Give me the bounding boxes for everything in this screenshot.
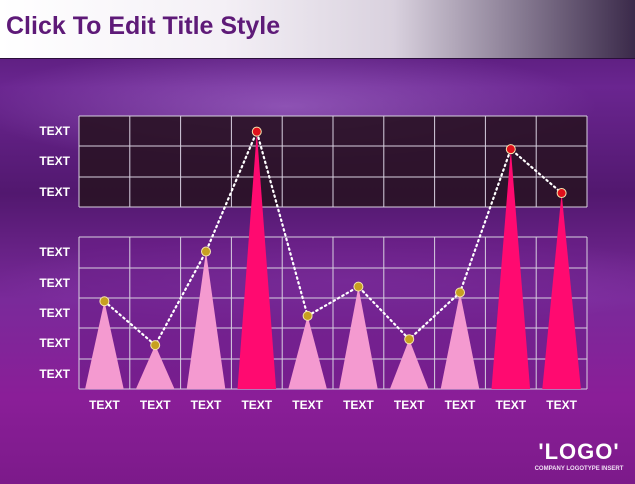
logo-text: 'LOGO' xyxy=(538,439,620,464)
marker-2 xyxy=(150,340,161,351)
logo-subtitle: COMPANY LOGOTYPE INSERT xyxy=(534,466,624,472)
x-tick-label-8: TEXT xyxy=(445,398,476,412)
y-tick-label-3: TEXT xyxy=(39,185,70,199)
x-tick-label-6: TEXT xyxy=(343,398,374,412)
x-tick-label-2: TEXT xyxy=(140,398,171,412)
peak-1 xyxy=(85,301,124,389)
peak-7 xyxy=(389,339,429,389)
x-tick-label-5: TEXT xyxy=(292,398,323,412)
x-tick-label-1: TEXT xyxy=(89,398,120,412)
series-line xyxy=(103,128,563,347)
marker-1 xyxy=(99,296,110,307)
slide-title[interactable]: Click To Edit Title Style xyxy=(6,12,281,40)
chart-labels: TEXT TEXT TEXT TEXT TEXT TEXT TEXT TEXT TEXT TEXT… xyxy=(39,124,577,412)
peak-3 xyxy=(186,251,226,389)
x-tick-label-9: TEXT xyxy=(495,398,526,412)
x-tick-label-10: TEXT xyxy=(546,398,577,412)
y-tick-label-6: TEXT xyxy=(39,306,70,320)
marker-4 xyxy=(251,126,262,137)
marker-3 xyxy=(201,246,211,257)
y-tick-label-2: TEXT xyxy=(39,154,70,168)
chart-peaks xyxy=(85,131,581,389)
peak-6 xyxy=(339,286,378,389)
y-tick-label-5: TEXT xyxy=(39,276,70,290)
y-tick-label-4: TEXT xyxy=(39,245,70,259)
chart-markers xyxy=(99,126,567,351)
x-tick-label-4: TEXT xyxy=(241,398,272,412)
y-tick-label-8: TEXT xyxy=(39,367,70,381)
marker-5 xyxy=(302,310,313,321)
chart-dotted-line xyxy=(103,128,563,347)
peak-2 xyxy=(135,345,175,389)
title-bar: Click To Edit Title Style xyxy=(0,0,635,59)
peak-8 xyxy=(440,292,480,389)
x-tick-label-3: TEXT xyxy=(191,398,222,412)
peak-10 xyxy=(542,193,581,389)
marker-6 xyxy=(353,281,364,292)
peak-5 xyxy=(288,315,327,389)
marker-7 xyxy=(404,334,415,345)
logo: 'LOGO' COMPANY LOGOTYPE INSERT xyxy=(526,440,632,480)
y-tick-label-7: TEXT xyxy=(39,336,70,350)
marker-8 xyxy=(455,287,465,298)
y-tick-label-1: TEXT xyxy=(39,124,70,138)
peak-4 xyxy=(237,131,277,389)
x-tick-label-7: TEXT xyxy=(394,398,425,412)
marker-9 xyxy=(505,144,516,155)
marker-10 xyxy=(556,188,567,199)
peak-9 xyxy=(491,149,531,389)
